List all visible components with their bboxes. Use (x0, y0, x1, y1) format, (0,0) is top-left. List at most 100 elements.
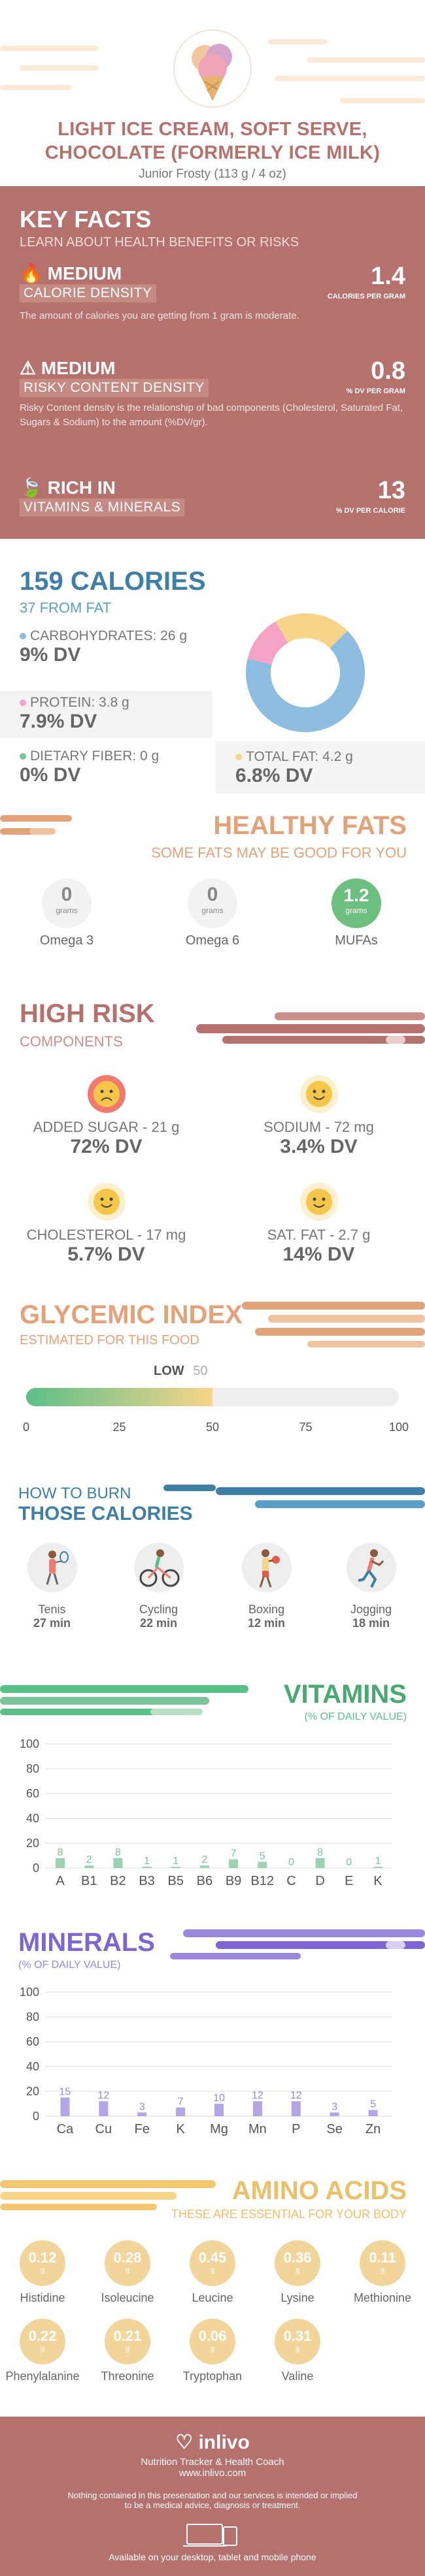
vitamin-bar (373, 1867, 382, 1868)
glycemic-bar-track (26, 1388, 399, 1406)
amino-value: 0.45 (198, 2249, 227, 2266)
vitamin-category-label: D (315, 1874, 324, 1888)
key-fact-label: CALORIE DENSITY (20, 284, 156, 302)
glycemic-title: GLYCEMIC INDEX (20, 1300, 243, 1329)
fat-mufas: 1.2 grams MUFAs (311, 878, 402, 948)
footer: ♡ inlivo Nutrition Tracker & Health Coac… (0, 2417, 425, 2576)
vitamin-bar (171, 1867, 180, 1868)
glycemic-tick-label: 100 (388, 1421, 409, 1434)
fat-omega6: 0 grams Omega 6 (167, 878, 258, 948)
amino-item: 0.36 g Lysine (255, 2240, 340, 2305)
vitamin-category-label: B1 (81, 1874, 97, 1888)
key-fact-label: VITAMINS & MINERALS (20, 498, 185, 517)
vitamins-section: VITAMINS (% OF DAILY VALUE) 0 20 40 60 80 100… (0, 1672, 425, 1907)
burn-min: 27 min (33, 1617, 71, 1630)
burn-min: 18 min (352, 1617, 390, 1630)
vitamin-value-label: 5 (260, 1851, 265, 1862)
key-fact-risky-content: ⚠ MEDIUM RISKY CONTENT DENSITY 0.8 % DV … (20, 357, 405, 430)
vitamin-value-label: 1 (173, 1856, 178, 1867)
burn-name: Cycling (139, 1603, 178, 1616)
burn-name: Tenis (38, 1603, 66, 1616)
key-fact-desc: The amount of calories you are getting f… (20, 310, 299, 321)
amino-name: Lysine (280, 2291, 314, 2304)
risk-label: SODIUM - 72 mg (264, 1119, 374, 1135)
vitamin-value-label: 0 (288, 1857, 294, 1868)
header-section: LIGHT ICE CREAM, SOFT SERVE, CHOCOLATE (… (0, 0, 425, 181)
key-fact-level-row: 🔥 MEDIUM (20, 263, 405, 284)
mineral-ytick-label: 40 (26, 2060, 39, 2073)
fat-name: Omega 3 (39, 933, 94, 948)
carbs-dot (20, 633, 26, 640)
footer-available: Available on your desktop, tablet and mo… (109, 2552, 316, 2562)
vitamin-category-label: A (56, 1874, 65, 1888)
vitamin-value-label: 1 (144, 1856, 150, 1867)
amino-value: 0.11 (369, 2249, 396, 2266)
amino-item: 0.21 g Threonine (85, 2319, 170, 2383)
amino-value: 0.36 (283, 2249, 312, 2266)
tennis-icon (27, 1543, 77, 1592)
burn-min: 12 min (247, 1617, 286, 1630)
calories-section: 159 CALORIES 37 FROM FAT CARBOHYDRATES: … (0, 555, 425, 797)
key-fact-unit: CALORIES PER GRAM (327, 293, 405, 300)
food-image (173, 29, 252, 108)
mineral-ytick-label: 60 (26, 2035, 39, 2048)
minerals-section: MINERALS (% OF DAILY VALUE) 0 20 40 60 80 100… (0, 1920, 425, 2168)
amino-subtitle: THESE ARE ESSENTIAL FOR YOUR BODY (171, 2208, 407, 2221)
vitamin-category-label: B6 (197, 1874, 212, 1888)
fat-circle: 1.2 grams (332, 878, 381, 928)
glycemic-value: 50 (193, 1364, 208, 1378)
amino-value: 0.21 (113, 2328, 142, 2344)
mineral-bar (60, 2097, 70, 2116)
leaf-icon: 🍃 (20, 477, 42, 498)
mineral-bar (214, 2104, 224, 2116)
mineral-category-label: P (292, 2122, 300, 2136)
burn-decoration (163, 1485, 425, 1508)
amino-circle: 0.11 g (360, 2240, 405, 2286)
fat-name: MUFAs (335, 933, 378, 948)
burn-min: 22 min (139, 1617, 178, 1630)
healthy-fats-title: HEALTHY FATS (213, 811, 407, 840)
glycemic-subtitle: ESTIMATED FOR THIS FOOD (20, 1333, 199, 1347)
vitamin-bar (229, 1859, 239, 1868)
mineral-category-label: Cu (95, 2122, 112, 2136)
glycemic-tick-label: 0 (22, 1421, 29, 1434)
title-line-2: CHOCOLATE (FORMERLY ICE MILK) (44, 142, 381, 163)
minerals-bar-chart: 0 20 40 60 80 100 15 Ca 12 Cu 3 Fe 7 K 10 Mg 12 Mn 12 P 3 Se 5… (20, 1986, 392, 2136)
page-title: LIGHT ICE CREAM, SOFT SERVE, CHOCOLATE (… (0, 118, 425, 165)
risk-decoration (196, 1012, 425, 1044)
vitamins-title: VITAMINS (283, 1680, 407, 1709)
amino-unit: g (295, 2266, 300, 2274)
vitamin-bar (142, 1867, 152, 1868)
mineral-ytick-label: 20 (26, 2085, 39, 2098)
amino-value: 0.06 (198, 2328, 227, 2344)
vitamin-ytick-label: 80 (26, 1762, 39, 1775)
vitamin-value-label: 2 (86, 1854, 92, 1865)
fat-circle: 0 grams (188, 878, 237, 928)
key-facts-title: KEY FACTS (20, 206, 152, 233)
vitamin-ytick-label: 40 (26, 1812, 39, 1825)
fat-dot (235, 754, 242, 761)
smile-face-icon (299, 1183, 338, 1221)
footer-url[interactable]: www.inlivo.com (178, 2468, 246, 2479)
carbs-dv: 9% DV (20, 644, 81, 666)
amino-circle: 0.22 g (20, 2319, 65, 2364)
vitamin-value-label: 8 (58, 1847, 63, 1858)
risk-dv: 72% DV (70, 1136, 143, 1157)
boxing-icon (241, 1543, 292, 1592)
amino-item: 0.06 g Tryptophan (170, 2319, 255, 2383)
header-decoration (0, 39, 425, 103)
risk-label: CHOLESTEROL - 17 mg (26, 1227, 186, 1243)
amino-value: 0.31 (283, 2328, 312, 2344)
amino-circle: 0.28 g (105, 2240, 150, 2286)
mineral-category-label: Zn (366, 2122, 381, 2136)
amino-value: 0.28 (113, 2249, 142, 2266)
key-fact-desc: Risky Content density is the relationshi… (20, 402, 403, 428)
fat-unit: grams (345, 906, 367, 915)
vitamin-category-label: E (345, 1874, 353, 1888)
risk-dv: 14% DV (282, 1244, 355, 1265)
key-fact-value: 1.4 (371, 263, 405, 290)
vitamin-bar (56, 1858, 65, 1868)
vitamin-value-label: 7 (231, 1848, 237, 1860)
calories-from-fat: 37 FROM FAT (20, 600, 112, 616)
vitamins-subtitle: (% OF DAILY VALUE) (304, 1711, 407, 1722)
